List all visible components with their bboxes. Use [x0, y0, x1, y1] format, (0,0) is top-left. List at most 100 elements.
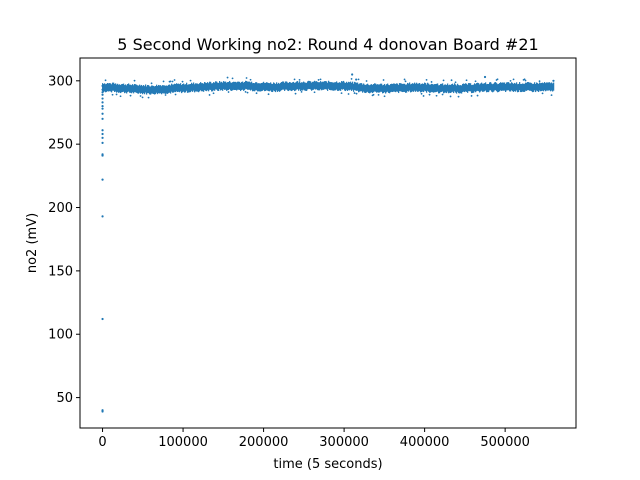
data-point [425, 78, 428, 81]
data-band-segment [231, 82, 233, 91]
data-point [255, 92, 258, 95]
data-band-segment [479, 84, 481, 93]
data-band-segment [217, 82, 219, 91]
data-band-segment [175, 84, 177, 93]
data-point [317, 79, 320, 81]
y-tick-label: 250 [48, 138, 73, 153]
data-band-segment [519, 82, 521, 91]
data-point [365, 80, 368, 82]
data-band-segment [184, 84, 186, 93]
data-point [422, 95, 425, 97]
data-band-segment [149, 86, 151, 95]
data-band-segment [239, 81, 241, 90]
data-band-segment [370, 84, 372, 93]
data-band-segment [297, 81, 299, 90]
data-point [101, 105, 104, 108]
data-band-segment [134, 83, 136, 93]
data-band-segment [510, 83, 512, 92]
data-band-segment [400, 83, 402, 92]
data-band-segment [284, 82, 286, 91]
data-band-segment [292, 82, 294, 91]
x-tick-label: 300000 [319, 435, 369, 450]
data-band-segment [154, 86, 156, 95]
data-band-segment [156, 84, 158, 93]
data-point [169, 80, 172, 83]
data-band-segment [261, 82, 263, 92]
data-band-segment [517, 84, 519, 93]
data-band-segment [364, 84, 366, 93]
data-point [483, 75, 487, 79]
data-point [420, 92, 423, 95]
data-band-segment [344, 82, 346, 91]
data-point [101, 88, 104, 91]
data-point [442, 79, 445, 82]
data-band-segment [361, 83, 363, 92]
data-band-segment [110, 83, 112, 92]
data-point [101, 129, 104, 132]
data-band-segment [202, 83, 204, 92]
data-band-segment [291, 82, 293, 92]
data-band-segment [327, 82, 329, 91]
data-band-segment [208, 83, 210, 92]
data-band-segment [124, 85, 126, 94]
data-point [101, 409, 104, 412]
data-band-segment [336, 81, 338, 90]
data-band-segment [325, 81, 327, 90]
data-band-segment [533, 83, 535, 92]
data-band-segment [415, 83, 417, 92]
y-axis: 50 100 150 200 250 300 [48, 74, 80, 406]
data-band-segment [301, 82, 303, 91]
data-band-segment [550, 83, 552, 92]
data-point [101, 97, 104, 100]
chart-title: 5 Second Working no2: Round 4 donovan Bo… [117, 35, 538, 54]
data-point [139, 95, 142, 97]
data-band-segment [213, 82, 215, 91]
data-band-segment [242, 81, 244, 90]
plot-background [80, 58, 576, 428]
data-band-segment [385, 85, 387, 94]
data-band-segment [152, 85, 154, 94]
data-band-segment [190, 83, 192, 93]
data-band-segment [412, 83, 414, 92]
data-band-segment [167, 85, 169, 94]
data-band-segment [200, 82, 202, 91]
data-band-segment [441, 83, 443, 92]
data-band-segment [223, 81, 225, 90]
data-band-segment [155, 85, 157, 95]
data-point [181, 80, 184, 83]
data-band-segment [424, 82, 426, 91]
data-band-segment [139, 84, 141, 93]
data-band-segment [316, 81, 318, 90]
data-band-segment [126, 85, 128, 94]
data-band-segment [449, 84, 451, 93]
data-band-segment [238, 81, 240, 90]
data-band-segment [296, 81, 298, 90]
data-band-segment [253, 82, 255, 92]
data-band-segment [428, 83, 430, 92]
data-band-segment [303, 81, 305, 90]
data-point [101, 153, 104, 156]
data-point [524, 79, 527, 82]
data-band-segment [511, 82, 513, 91]
x-axis-label: time (5 seconds) [273, 457, 382, 472]
data-band-segment [136, 84, 138, 93]
data-band-segment [478, 83, 480, 92]
data-band-segment [333, 82, 335, 91]
data-band-segment [237, 81, 239, 90]
data-band-segment [548, 82, 550, 91]
data-band-segment [493, 83, 495, 92]
data-band-segment [434, 84, 436, 93]
data-band-segment [243, 82, 245, 91]
data-point [101, 101, 104, 104]
data-band-segment [353, 83, 355, 92]
data-point [101, 112, 104, 115]
data-band-segment [187, 84, 189, 93]
data-band-segment [226, 82, 228, 91]
data-band-segment [474, 83, 476, 92]
data-band-segment [463, 83, 465, 92]
data-point [377, 93, 380, 96]
data-band-segment [287, 82, 289, 91]
data-band-segment [542, 82, 544, 91]
y-axis-label: no2 (mV) [25, 213, 40, 273]
